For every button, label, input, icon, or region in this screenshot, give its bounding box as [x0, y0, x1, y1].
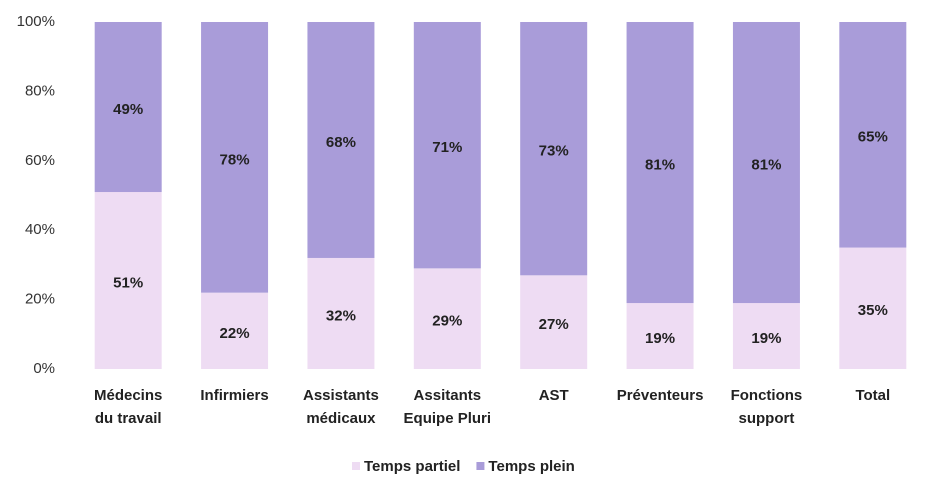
y-tick-label: 100% [17, 13, 55, 30]
bar-segment [839, 247, 907, 369]
data-label: 49% [113, 101, 143, 118]
data-label: 71% [432, 139, 462, 156]
data-label: 73% [539, 143, 569, 160]
x-tick-label: support [739, 410, 795, 427]
data-label: 51% [113, 274, 143, 291]
bar-segment [94, 192, 162, 369]
x-tick-label: du travail [95, 410, 162, 427]
x-tick-label: Fonctions [731, 387, 803, 404]
bar-segment [201, 292, 269, 369]
bar-segment [307, 22, 375, 258]
y-tick-label: 20% [25, 291, 55, 308]
bar-segment [839, 22, 907, 248]
legend: Temps partiel Temps plein [352, 458, 575, 475]
bar-segment [626, 22, 694, 304]
legend-swatch [476, 462, 485, 470]
data-label: 19% [645, 330, 675, 347]
bar-segment [520, 22, 588, 276]
y-tick-label: 40% [25, 221, 55, 238]
legend-label: Temps partiel [364, 458, 460, 475]
bar-segment [413, 22, 481, 269]
x-tick-label: médicaux [306, 410, 376, 427]
legend-label: Temps plein [488, 458, 574, 475]
bar-segment [307, 257, 375, 369]
data-label: 32% [326, 307, 356, 324]
bar-segment [413, 268, 481, 369]
y-tick-label: 60% [25, 152, 55, 169]
bar-segment [520, 275, 588, 369]
data-label: 35% [858, 302, 888, 319]
data-label: 29% [432, 313, 462, 330]
data-label: 65% [858, 129, 888, 146]
bar-segment [201, 22, 269, 293]
x-tick-label: Assistants [303, 387, 379, 404]
data-label: 81% [751, 157, 781, 174]
y-tick-label: 80% [25, 82, 55, 99]
data-label: 19% [751, 330, 781, 347]
bar-segment [732, 303, 800, 369]
legend-swatch [352, 462, 360, 470]
y-tick-label: 0% [33, 360, 55, 377]
x-tick-label: AST [539, 387, 569, 404]
data-label: 78% [220, 151, 250, 168]
x-tick-label: Total [855, 387, 890, 404]
data-label: 22% [220, 325, 250, 342]
bar-segment [732, 22, 800, 304]
x-tick-label: Assitants [414, 387, 482, 404]
x-tick-label: Médecins [94, 387, 162, 404]
data-label: 27% [539, 316, 569, 333]
data-label: 81% [645, 157, 675, 174]
x-tick-label: Infirmiers [200, 387, 268, 404]
x-tick-label: Equipe Pluri [404, 410, 492, 427]
bar-segment [94, 22, 162, 193]
x-tick-label: Préventeurs [617, 387, 704, 404]
bar-segment [626, 303, 694, 369]
data-label: 68% [326, 134, 356, 151]
